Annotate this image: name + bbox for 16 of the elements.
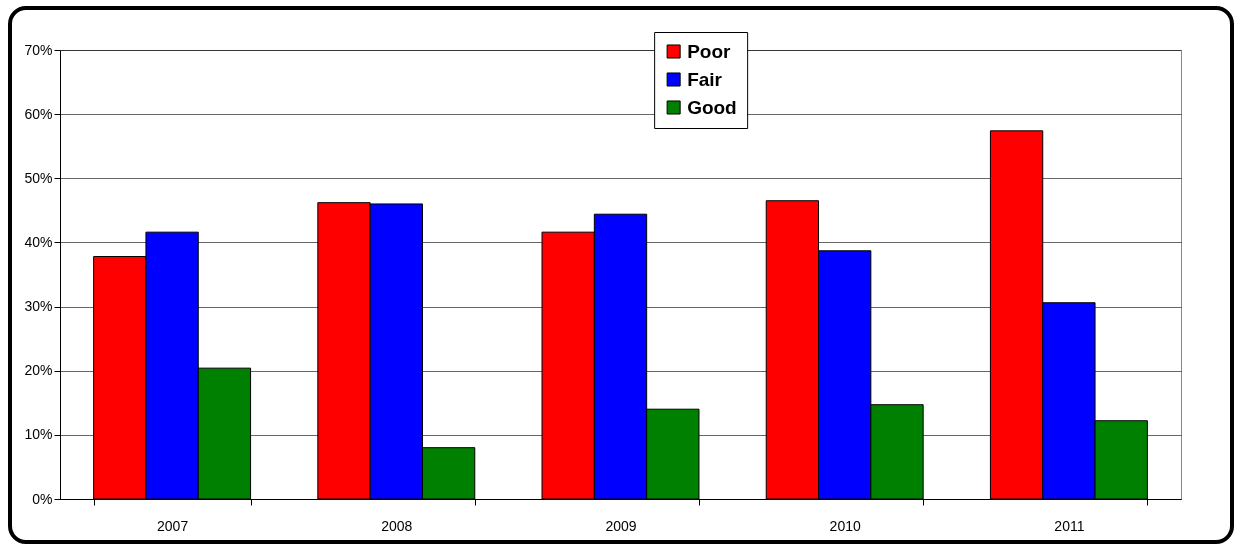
y-tick-label: 60% — [24, 105, 53, 122]
y-tick-label: 70% — [24, 41, 53, 58]
x-tick-label: 2011 — [1054, 517, 1085, 534]
y-tick-label: 40% — [24, 233, 53, 250]
legend-label: Fair — [687, 68, 723, 90]
y-tick-label: 30% — [24, 298, 53, 315]
legend-label: Poor — [687, 40, 732, 62]
y-tick-label: 0% — [32, 490, 53, 507]
y-tick-label: 20% — [24, 362, 53, 379]
x-tick-label: 2009 — [605, 517, 637, 534]
y-tick-label: 50% — [24, 169, 53, 186]
legend-label: Good — [687, 96, 737, 118]
x-tick-label: 2008 — [381, 517, 413, 534]
y-tick-label: 10% — [24, 426, 53, 443]
x-tick-label: 2007 — [157, 517, 189, 534]
x-tick-label: 2010 — [829, 517, 861, 534]
